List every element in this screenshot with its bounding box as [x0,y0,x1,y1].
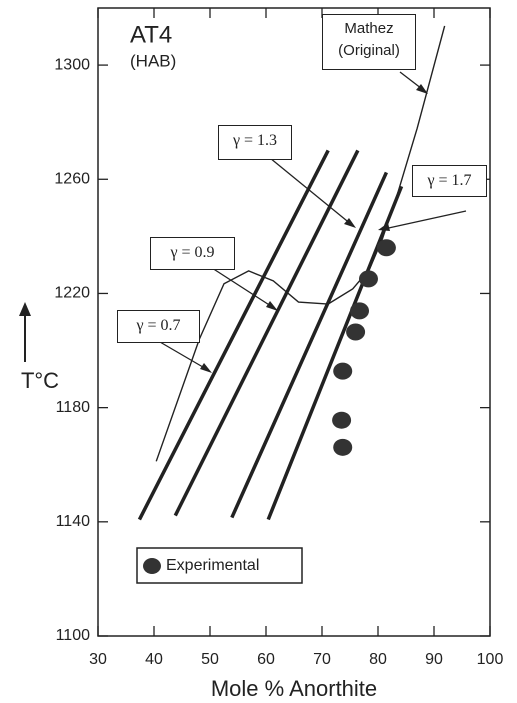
x-tick-label: 30 [89,651,107,668]
y-axis-arrowhead [19,302,31,316]
data-point [376,239,396,257]
series-line [173,149,360,517]
series-label: Mathez (Original) [322,14,416,70]
x-tick-label: 40 [145,651,163,668]
data-point [358,270,378,288]
y-tick-label: 1260 [54,170,90,187]
x-tick-label: 70 [313,651,331,668]
series-label: γ = 1.7 [412,165,487,197]
data-point [333,438,353,456]
arrowhead [200,363,212,373]
plot-frame [97,7,491,637]
y-axis-label: T°C [21,368,59,393]
arrowhead [344,218,356,228]
y-tick-label: 1300 [54,56,90,73]
series-line [155,25,446,462]
arrowhead [266,301,278,311]
legend-marker [143,558,161,574]
x-tick-label: 80 [369,651,387,668]
arrowhead [416,84,428,94]
series-line [266,185,404,521]
series-label: γ = 1.3 [218,125,292,160]
y-tick-label: 1220 [54,285,90,302]
y-tick-label: 1180 [56,399,91,416]
data-point [333,362,353,380]
x-tick-label: 50 [201,651,219,668]
legend-box [136,547,303,584]
x-tick-label: 60 [257,651,275,668]
chart-subtitle: (HAB) [130,51,176,70]
x-axis-label: Mole % Anorthite [211,676,377,701]
arrow [269,157,353,226]
data-point [350,302,370,320]
chart-title: AT4 [130,21,172,48]
series-label: γ = 0.7 [117,310,200,343]
series-line [137,149,330,521]
series-line [230,171,388,519]
data-point [346,323,366,341]
y-tick-label: 1140 [56,513,91,530]
series-label: γ = 0.9 [150,237,235,270]
arrow [383,210,467,230]
x-tick-label: 100 [477,651,504,668]
legend-label: Experimental [166,557,259,574]
arrow [211,267,275,309]
x-tick-label: 90 [425,651,443,668]
y-tick-label: 1100 [56,627,91,644]
arrow [159,341,209,371]
data-point [332,411,352,429]
